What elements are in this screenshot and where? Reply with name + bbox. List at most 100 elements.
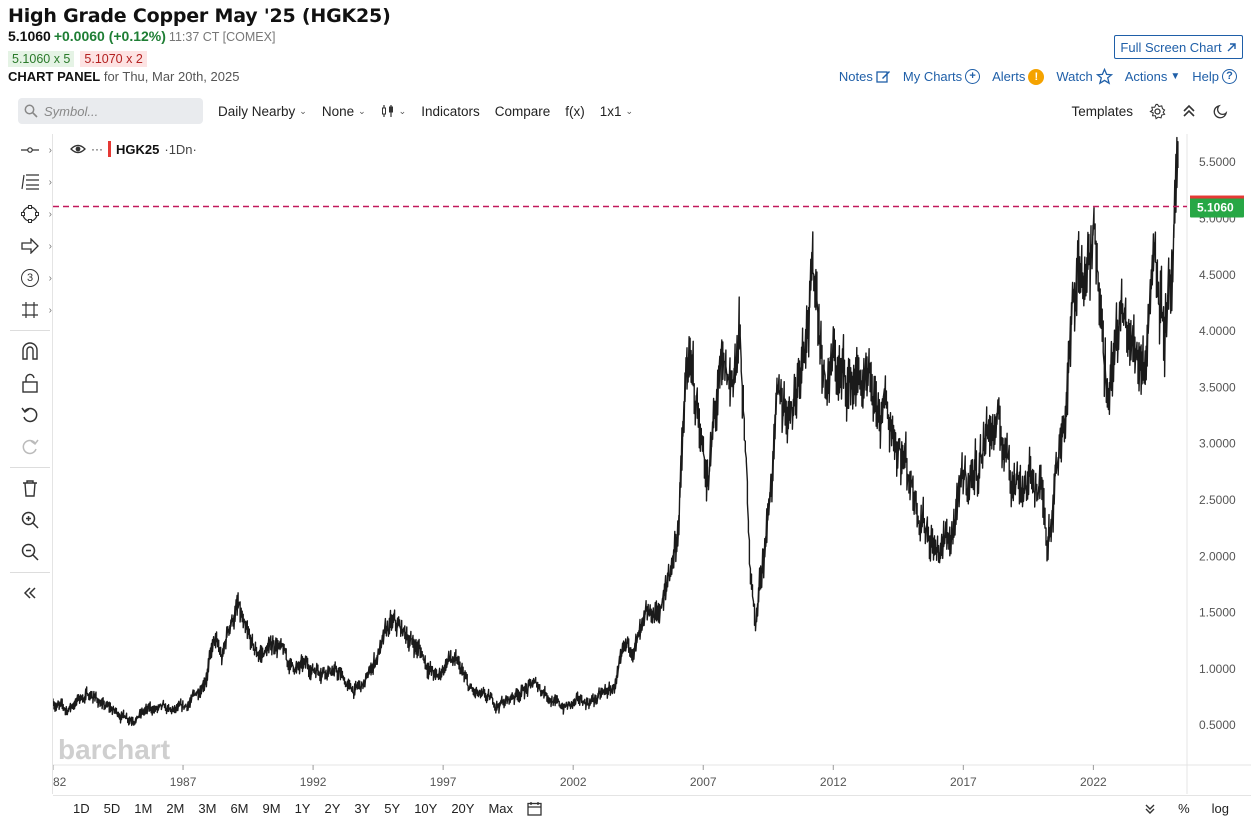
calendar-icon[interactable]: [527, 801, 542, 816]
line-tool[interactable]: ›: [8, 134, 52, 166]
bid-ask: 5.1060 x 5 5.1070 x 2: [8, 51, 147, 67]
period-button-10y[interactable]: 10Y: [414, 801, 438, 816]
eye-icon[interactable]: [70, 143, 86, 155]
expand-arrow-icon: [1227, 42, 1236, 51]
my-charts-link[interactable]: My Charts +: [902, 69, 981, 84]
legend-menu-icon[interactable]: ···: [91, 142, 103, 156]
chart-panel-label: CHART PANEL for Thu, Mar 20th, 2025: [8, 69, 239, 84]
period-button-3y[interactable]: 3Y: [354, 801, 371, 816]
period-button-9m[interactable]: 9M: [262, 801, 281, 816]
last-price-label: 5.1060: [1197, 201, 1234, 215]
period-button-5y[interactable]: 5Y: [384, 801, 401, 816]
period-button-3m[interactable]: 3M: [198, 801, 217, 816]
compare-button[interactable]: Compare: [495, 104, 551, 119]
fibonacci-icon: [21, 174, 39, 190]
chevron-right-icon: ›: [48, 144, 52, 156]
zoom-out-button[interactable]: [8, 536, 52, 568]
chevron-right-icon: ›: [48, 176, 52, 188]
period-button-1y[interactable]: 1Y: [294, 801, 311, 816]
price-chart[interactable]: barchart 0.5000 1.0000 1.5000 2.0000 2.5000 3.…: [53, 134, 1251, 794]
zoom-in-button[interactable]: [8, 504, 52, 536]
gear-icon[interactable]: [1149, 103, 1166, 120]
x-tick-label: 2017: [950, 775, 977, 789]
full-screen-label: Full Screen Chart: [1120, 39, 1222, 55]
line-segment-icon: [21, 147, 39, 153]
y-tick-label: 2.5000: [1199, 493, 1236, 507]
full-screen-chart-button[interactable]: Full Screen Chart: [1114, 35, 1243, 59]
shape-tool[interactable]: ›: [8, 198, 52, 230]
x-tick-label: 1997: [430, 775, 457, 789]
zoom-out-icon: [21, 543, 39, 561]
y-tick-label: 4.0000: [1199, 324, 1236, 338]
templates-button[interactable]: Templates: [1071, 103, 1133, 119]
fx-button[interactable]: f(x): [565, 104, 585, 119]
y-tick-label: 4.5000: [1199, 268, 1236, 282]
period-button-5d[interactable]: 5D: [103, 801, 121, 816]
my-charts-label: My Charts: [902, 69, 963, 84]
period-button-2y[interactable]: 2Y: [324, 801, 341, 816]
trash-icon: [23, 480, 37, 497]
percent-toggle[interactable]: %: [1178, 801, 1190, 816]
x-tick-label: 2012: [820, 775, 847, 789]
redo-button[interactable]: [8, 431, 52, 463]
collapse-toolbar-button[interactable]: [8, 577, 52, 609]
overlay-dropdown[interactable]: None ⌄: [322, 104, 366, 119]
x-tick-label: 1987: [170, 775, 197, 789]
period-button-20y[interactable]: 20Y: [451, 801, 475, 816]
undo-button[interactable]: [8, 399, 52, 431]
search-icon: [24, 104, 38, 118]
chevron-right-icon: ›: [48, 208, 52, 220]
candlestick-icon: [381, 105, 393, 117]
alert-icon: !: [1028, 68, 1045, 85]
symbol-search-input[interactable]: Symbol...: [18, 98, 203, 124]
period-button-6m[interactable]: 6M: [230, 801, 249, 816]
last-price: 5.1060: [8, 28, 51, 44]
instrument-title: High Grade Copper May '25 (HGK25): [8, 5, 391, 27]
plus-circle-icon: +: [965, 69, 981, 84]
collapse-chevrons-icon[interactable]: [1182, 104, 1196, 118]
period-button-1m[interactable]: 1M: [134, 801, 153, 816]
notes-link[interactable]: Notes: [839, 69, 891, 84]
chart-toolbar: Symbol... Daily Nearby ⌄ None ⌄ ⌄ Indica…: [10, 96, 1243, 126]
divider: [10, 330, 50, 331]
layout-dropdown[interactable]: 1x1 ⌄: [600, 104, 633, 119]
chevron-down-icon: ⌄: [358, 105, 366, 116]
help-link[interactable]: Help ?: [1192, 69, 1237, 84]
indicators-button[interactable]: Indicators: [421, 104, 480, 119]
indicators-label: Indicators: [421, 103, 480, 119]
actions-menu[interactable]: Actions ▼: [1125, 69, 1181, 84]
y-tick-label: 0.5000: [1199, 718, 1236, 732]
help-label: Help: [1192, 69, 1219, 84]
numbered-circle-icon: 3: [21, 269, 39, 287]
divider: [10, 467, 50, 468]
magnet-tool[interactable]: [8, 335, 52, 367]
fx-label: f(x): [565, 103, 585, 119]
period-button-2m[interactable]: 2M: [166, 801, 185, 816]
alerts-label: Alerts: [992, 69, 1026, 84]
x-tick-label: 1982: [53, 775, 67, 789]
alerts-link[interactable]: Alerts !: [992, 68, 1045, 85]
series-color-swatch: [108, 141, 111, 157]
period-button-max[interactable]: Max: [488, 801, 514, 816]
fibonacci-tool[interactable]: ›: [8, 166, 52, 198]
overlay-label: None: [321, 103, 355, 119]
y-tick-label: 1.0000: [1199, 662, 1236, 676]
x-tick-label: 2002: [560, 775, 587, 789]
arrow-tool[interactable]: ›: [8, 230, 52, 262]
double-chevron-down-icon[interactable]: [1144, 803, 1156, 815]
y-tick-label: 5.5000: [1199, 155, 1236, 169]
annotation-tool[interactable]: 3 ›: [8, 262, 52, 294]
y-tick-label: 2.0000: [1199, 549, 1236, 563]
period-button-1d[interactable]: 1D: [73, 801, 90, 816]
log-toggle[interactable]: log: [1211, 801, 1229, 816]
aggregation-dropdown[interactable]: Daily Nearby ⌄: [218, 104, 307, 119]
price-change: +0.0060 (+0.12%): [53, 28, 166, 44]
lock-tool[interactable]: [8, 367, 52, 399]
chevron-down-icon: ⌄: [398, 105, 407, 116]
measure-tool[interactable]: ›: [8, 294, 52, 326]
chart-type-dropdown[interactable]: ⌄: [381, 104, 407, 118]
delete-button[interactable]: [8, 472, 52, 504]
chevron-down-icon: ⌄: [625, 105, 634, 116]
watch-link[interactable]: Watch: [1056, 68, 1113, 85]
dark-mode-moon-icon[interactable]: [1212, 103, 1229, 120]
